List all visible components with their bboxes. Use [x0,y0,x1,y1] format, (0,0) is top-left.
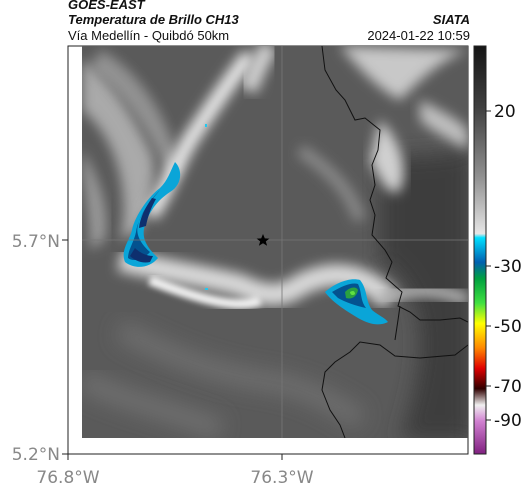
x-tick-label: 76.8°W [36,468,99,488]
colorbar-tick-label: -70 [494,377,522,397]
border-link [394,305,401,341]
datetime-label: 2024-01-22 10:59 [367,28,470,43]
x-tick-label: 76.3°W [250,468,313,488]
colorbar-tick-label: -30 [494,257,522,277]
y-tick-label: 5.7°N [12,232,60,252]
org-label: SIATA [432,12,470,27]
satellite-title: GOES-EAST [68,0,145,12]
colorbar-tick-label: 20 [494,102,516,122]
colorbar: 20 -30 -50 -70 -90 [473,45,522,455]
speck [205,288,208,290]
border-south [321,341,468,438]
star-marker [256,234,270,246]
satellite-imagery [82,46,468,438]
colorbar-tick-label: -90 [494,411,522,431]
product-title: Temperatura de Brillo CH13 [68,12,239,27]
colorbar-tick-label: -50 [494,317,522,337]
route-subtitle: Vía Medellín - Quibdó 50km [68,28,230,43]
speck [205,124,207,127]
border-east [321,46,468,323]
convective-cell-left [123,162,181,267]
convective-cell-right [325,279,388,325]
y-tick-label: 5.2°N [12,445,60,465]
